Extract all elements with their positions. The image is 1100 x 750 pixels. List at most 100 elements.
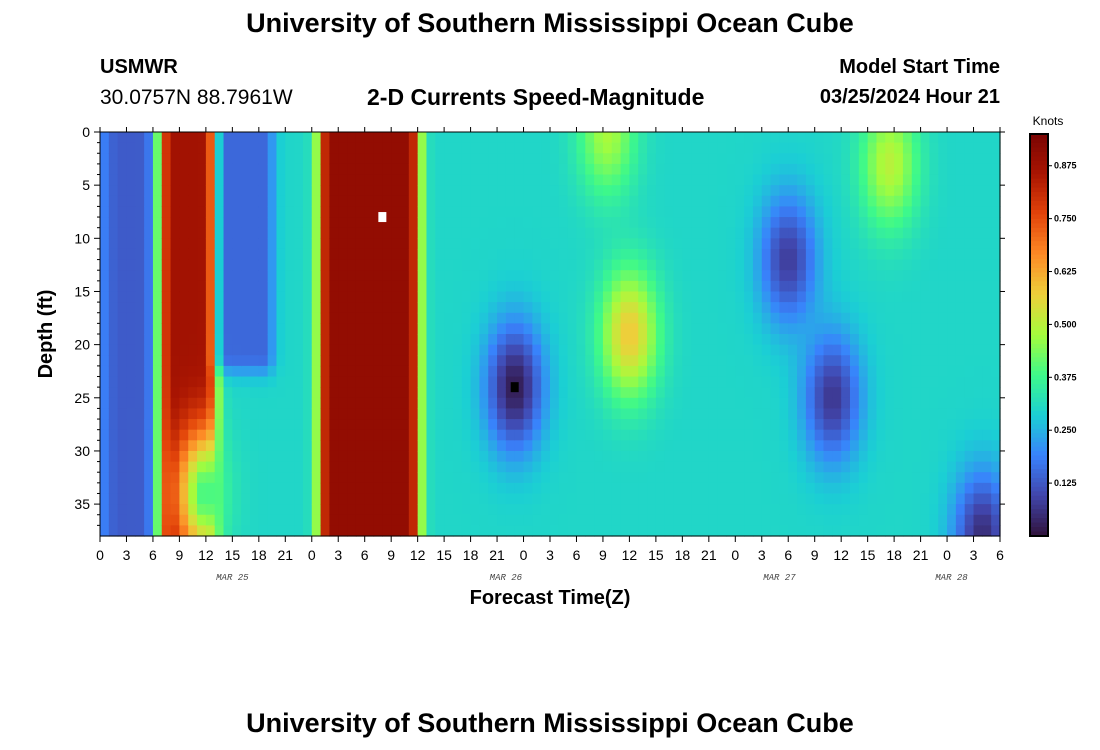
heatmap-cell: [541, 408, 551, 420]
heatmap-cell: [541, 419, 551, 431]
heatmap-cell: [973, 493, 983, 505]
heatmap-cell: [902, 302, 913, 314]
heatmap-cell: [567, 482, 578, 495]
heatmap-cell: [329, 206, 339, 218]
heatmap-cell: [955, 238, 966, 250]
heatmap-cell: [250, 461, 260, 473]
heatmap-cell: [920, 429, 931, 441]
heatmap-cell: [338, 280, 348, 293]
heatmap-cell: [832, 259, 842, 271]
heatmap-cell: [241, 153, 251, 165]
heatmap-cell: [152, 206, 163, 218]
heatmap-cell: [408, 153, 419, 165]
heatmap-cell: [488, 355, 498, 367]
heatmap-cell: [435, 174, 445, 186]
heatmap-cell: [497, 142, 507, 154]
heatmap-cell: [391, 450, 401, 463]
heatmap-cell: [814, 419, 825, 431]
heatmap-cell: [647, 482, 657, 495]
heatmap-cell: [902, 429, 913, 441]
heatmap-cell: [726, 195, 736, 208]
heatmap-cell: [258, 185, 269, 197]
heatmap-cell: [523, 259, 533, 271]
heatmap-cell: [655, 195, 666, 208]
colorbar-segment: [1030, 393, 1048, 399]
heatmap-cell: [329, 365, 339, 378]
heatmap-cell: [444, 280, 454, 293]
heatmap-cell: [655, 525, 666, 537]
heatmap-cell: [655, 440, 666, 452]
heatmap-cell: [585, 461, 595, 473]
heatmap-cell: [805, 248, 816, 261]
heatmap-cell: [241, 514, 251, 526]
heatmap-cell: [523, 227, 533, 239]
heatmap-cell: [488, 259, 498, 271]
heatmap-cell: [973, 440, 983, 452]
heatmap-cell: [408, 397, 419, 410]
heatmap-cell: [294, 429, 304, 441]
heatmap-cell: [364, 472, 375, 484]
heatmap-cell: [435, 217, 445, 229]
heatmap-cell: [655, 376, 666, 388]
heatmap-cell: [408, 461, 419, 473]
colorbar-segment: [1030, 504, 1048, 510]
heatmap-cell: [400, 440, 410, 452]
heatmap-cell: [902, 280, 913, 293]
heatmap-cell: [294, 525, 304, 537]
heatmap-cell: [620, 355, 631, 367]
heatmap-cell: [858, 153, 869, 165]
heatmap-cell: [452, 504, 463, 516]
heatmap-cell: [523, 174, 533, 186]
heatmap-cell: [373, 259, 383, 271]
heatmap-cell: [779, 142, 789, 154]
heatmap-cell: [267, 365, 278, 378]
heatmap-cell: [373, 514, 383, 526]
heatmap-cell: [823, 280, 833, 293]
heatmap-cell: [691, 376, 701, 388]
heatmap-cell: [929, 185, 939, 197]
heatmap-cell: [585, 376, 595, 388]
colorbar-segment: [1030, 205, 1048, 211]
heatmap-cell: [285, 387, 295, 399]
heatmap-cell: [497, 132, 507, 144]
heatmap-cell: [585, 482, 595, 495]
heatmap-cell: [700, 153, 710, 165]
heatmap-cell: [364, 323, 375, 335]
heatmap-cell: [691, 185, 701, 197]
heatmap-cell: [488, 195, 498, 208]
x-tick-label: 0: [520, 547, 528, 563]
heatmap-cell: [488, 344, 498, 356]
heatmap-cell: [761, 142, 772, 154]
heatmap-cell: [761, 461, 772, 473]
heatmap-cell: [355, 450, 366, 463]
heatmap-cell: [514, 302, 525, 314]
heatmap-cell: [558, 259, 569, 271]
heatmap-cell: [197, 429, 207, 441]
heatmap-cell: [232, 312, 242, 324]
heatmap-cell: [602, 153, 613, 165]
heatmap-cell: [347, 387, 357, 399]
heatmap-cell: [223, 355, 233, 367]
heatmap-cell: [444, 185, 454, 197]
heatmap-cell: [911, 440, 922, 452]
heatmap-cell: [638, 206, 648, 218]
heatmap-cell: [311, 429, 322, 441]
heatmap-cell: [152, 440, 163, 452]
heatmap-cell: [558, 270, 569, 282]
heatmap-cell: [620, 132, 631, 144]
heatmap-cell: [444, 397, 454, 410]
heatmap-cell: [417, 153, 428, 165]
heatmap-cell: [461, 163, 472, 176]
heatmap-cell: [779, 525, 789, 537]
colorbar-tick-label: 0.750: [1054, 214, 1077, 224]
heatmap-cell: [100, 365, 110, 378]
heatmap-cell: [708, 472, 719, 484]
heatmap-cell: [232, 419, 242, 431]
heatmap-cell: [691, 387, 701, 399]
heatmap-cell: [770, 163, 781, 176]
heatmap-cell: [241, 482, 251, 495]
heatmap-cell: [320, 387, 331, 399]
heatmap-cell: [611, 174, 622, 186]
heatmap-cell: [126, 344, 136, 356]
heatmap-cell: [126, 408, 136, 420]
